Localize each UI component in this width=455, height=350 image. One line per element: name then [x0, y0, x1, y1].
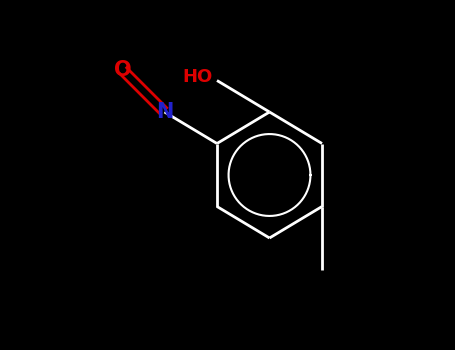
Text: N: N [156, 102, 173, 122]
Text: O: O [114, 60, 131, 80]
Text: HO: HO [182, 68, 213, 86]
